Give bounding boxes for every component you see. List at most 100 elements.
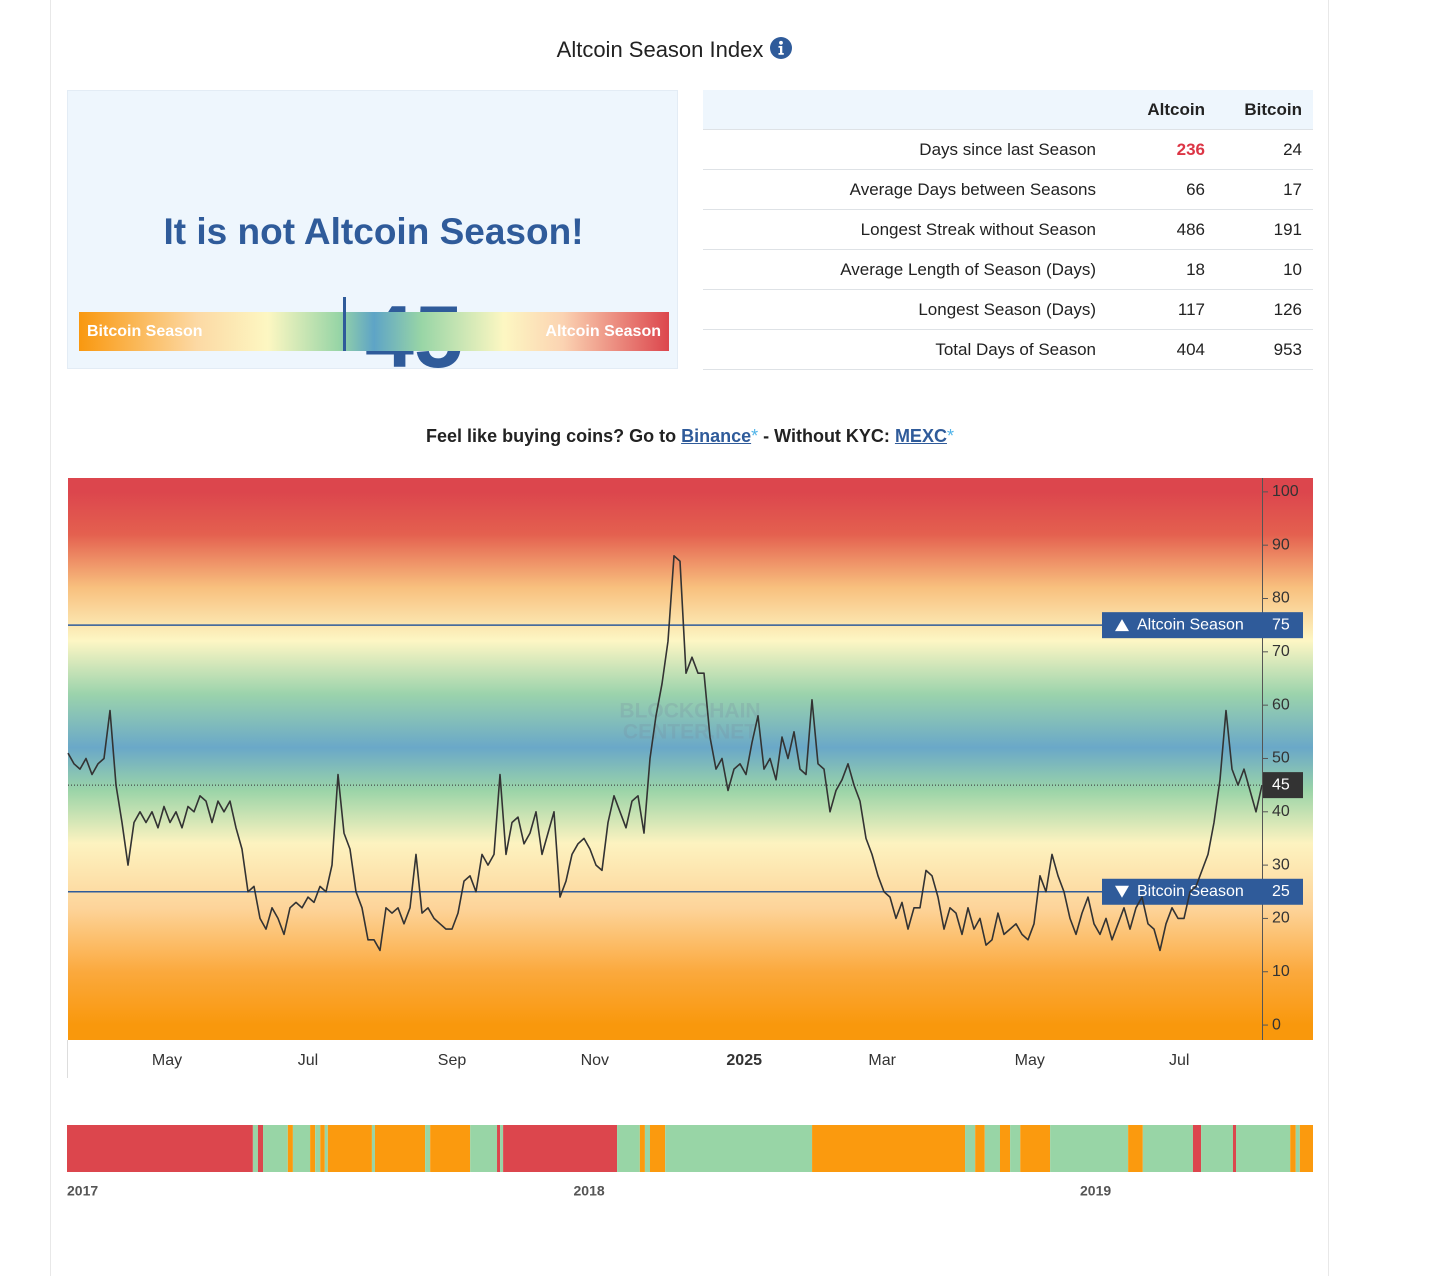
table-value: 191 (1217, 209, 1313, 250)
table-row: Longest Streak without Season 486 191 (703, 209, 1313, 250)
y-tick-label: 90 (1272, 536, 1290, 553)
threshold-box (1102, 612, 1303, 639)
timeline-tick-label: 2018 (574, 1183, 605, 1199)
x-tick-label: May (1015, 1052, 1045, 1069)
asterisk: * (751, 426, 759, 446)
row-label: Average Days between Seasons (703, 169, 1108, 210)
plot-background (68, 478, 1313, 1040)
season-segment (984, 1125, 1000, 1172)
season-segment (639, 1125, 645, 1172)
threshold-box (1102, 878, 1303, 905)
gauge-bar (79, 312, 669, 351)
x-tick-label: 2025 (726, 1052, 762, 1069)
row-label: Days since last Season (703, 129, 1108, 170)
season-segment (503, 1125, 618, 1172)
timeline-tick-label: 2017 (67, 1183, 98, 1199)
x-tick-label: Jul (1169, 1052, 1189, 1069)
season-segment (67, 1125, 253, 1172)
season-segment (665, 1125, 813, 1172)
mexc-link[interactable]: MEXC (894, 426, 947, 446)
gauge-right-label: Altcoin Season (545, 323, 661, 340)
promo-text: - Without KYC: (758, 426, 895, 446)
row-label: Longest Streak without Season (703, 209, 1108, 250)
promo-text: Feel like buying coins? Go to (426, 426, 682, 446)
table-value: 404 (1108, 329, 1217, 370)
season-segment (649, 1125, 666, 1172)
table-value: 24 (1217, 129, 1313, 170)
y-tick-label: 20 (1272, 910, 1290, 927)
table-value: 117 (1108, 289, 1217, 330)
x-tick-label: Nov (581, 1052, 609, 1069)
season-segment (1192, 1125, 1202, 1172)
page-border (1328, 0, 1329, 1276)
table-value: 126 (1217, 289, 1313, 330)
season-segment (1236, 1125, 1291, 1172)
season-segment (965, 1125, 976, 1172)
season-segment (1020, 1125, 1051, 1172)
season-segment (425, 1125, 431, 1172)
row-label: Average Length of Season (Days) (703, 249, 1108, 290)
table-value: 953 (1217, 329, 1313, 370)
column-header: Bitcoin (1217, 90, 1313, 130)
season-segment (1010, 1125, 1021, 1172)
season-segment (324, 1125, 328, 1172)
info-icon[interactable] (769, 36, 793, 60)
gauge-marker (343, 297, 346, 351)
x-tick-label: Mar (868, 1052, 896, 1069)
stats-table: Altcoin Bitcoin Days since last Season 236… (703, 90, 1313, 370)
page-border (50, 0, 51, 1276)
season-segment (470, 1125, 498, 1172)
threshold-label: Bitcoin Season (1137, 883, 1244, 900)
season-segment (252, 1125, 258, 1172)
table-value: 66 (1108, 169, 1217, 210)
season-segment (1050, 1125, 1129, 1172)
season-segment (1290, 1125, 1296, 1172)
threshold-value: 25 (1272, 883, 1290, 900)
season-segment (315, 1125, 321, 1172)
column-header: Altcoin (1108, 90, 1217, 130)
gauge-left-label: Bitcoin Season (87, 323, 203, 340)
y-tick-label: 50 (1272, 750, 1290, 767)
table-row: Average Days between Seasons 66 17 (703, 169, 1313, 210)
y-tick-label: 10 (1272, 963, 1290, 980)
season-segment (257, 1125, 264, 1172)
table-header: Altcoin Bitcoin (703, 90, 1313, 130)
status-text: It is not Altcoin Season! (163, 211, 584, 252)
asterisk: * (946, 426, 954, 446)
table-value: 236 (1108, 129, 1217, 170)
season-segment (327, 1125, 372, 1172)
threshold-value: 75 (1272, 616, 1290, 633)
season-segment (292, 1125, 311, 1172)
season-segment (1232, 1125, 1237, 1172)
season-segment (497, 1125, 501, 1172)
current-value-label: 45 (1272, 776, 1290, 793)
season-segment (1295, 1125, 1300, 1172)
season-segment (310, 1125, 316, 1172)
status-box: It is not Altcoin Season! 45 Bitcoin Sea… (67, 90, 678, 386)
y-tick-label: 30 (1272, 856, 1290, 873)
row-label: Total Days of Season (703, 329, 1108, 370)
season-segment (1128, 1125, 1143, 1172)
table-row: Total Days of Season 404 953 (703, 329, 1313, 370)
table-value: 10 (1217, 249, 1313, 290)
season-segment (617, 1125, 640, 1172)
table-value: 17 (1217, 169, 1313, 210)
season-segment (1201, 1125, 1233, 1172)
threshold-arrow (1115, 619, 1129, 632)
binance-link[interactable]: Binance (681, 426, 752, 446)
season-segment (320, 1125, 325, 1172)
y-tick-label: 100 (1272, 483, 1299, 500)
y-tick-label: 60 (1272, 696, 1290, 713)
season-segment (975, 1125, 985, 1172)
watermark: CENTER.NET (623, 721, 757, 744)
season-segment (500, 1125, 504, 1172)
x-tick-label: Sep (438, 1052, 467, 1069)
season-segment (1142, 1125, 1193, 1172)
promo: Feel like buying coins? Go to Binance* -… (290, 426, 1090, 447)
table-value: 18 (1108, 249, 1217, 290)
season-segment (287, 1125, 293, 1172)
timeline-tick-label: 2019 (1080, 1183, 1111, 1199)
title-text: Altcoin Season Index (556, 37, 764, 62)
current-value-box (1263, 772, 1303, 799)
